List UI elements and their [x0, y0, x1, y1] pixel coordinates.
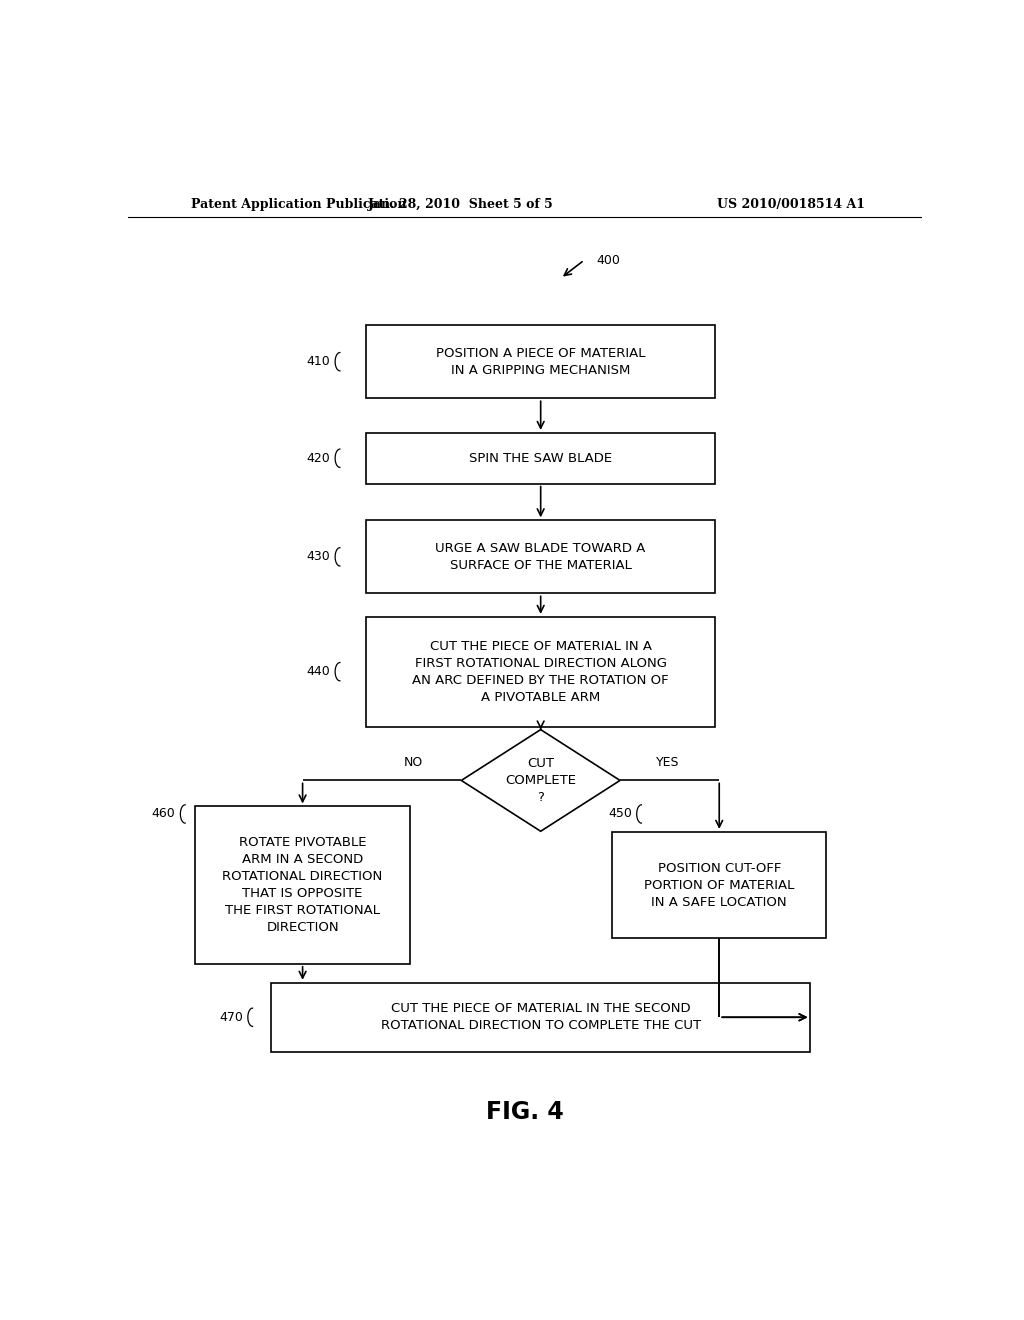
Text: Jan. 28, 2010  Sheet 5 of 5: Jan. 28, 2010 Sheet 5 of 5 — [369, 198, 554, 211]
Bar — [367, 520, 715, 594]
Text: CUT THE PIECE OF MATERIAL IN A
FIRST ROTATIONAL DIRECTION ALONG
AN ARC DEFINED B: CUT THE PIECE OF MATERIAL IN A FIRST ROT… — [413, 640, 669, 704]
Text: 430: 430 — [306, 550, 331, 564]
Bar — [367, 325, 715, 399]
Bar — [196, 807, 410, 964]
Text: 400: 400 — [596, 253, 621, 267]
Text: 460: 460 — [152, 808, 176, 821]
Text: YES: YES — [656, 755, 679, 768]
Polygon shape — [462, 730, 620, 832]
Bar — [612, 832, 826, 939]
Text: 410: 410 — [306, 355, 331, 368]
Text: 470: 470 — [219, 1011, 243, 1024]
Bar — [367, 433, 715, 483]
Bar — [367, 616, 715, 726]
Text: ROTATE PIVOTABLE
ARM IN A SECOND
ROTATIONAL DIRECTION
THAT IS OPPOSITE
THE FIRST: ROTATE PIVOTABLE ARM IN A SECOND ROTATIO… — [222, 836, 383, 935]
Text: 450: 450 — [608, 808, 632, 821]
Text: FIG. 4: FIG. 4 — [486, 1100, 563, 1123]
Text: URGE A SAW BLADE TOWARD A
SURFACE OF THE MATERIAL: URGE A SAW BLADE TOWARD A SURFACE OF THE… — [435, 541, 646, 572]
Text: CUT THE PIECE OF MATERIAL IN THE SECOND
ROTATIONAL DIRECTION TO COMPLETE THE CUT: CUT THE PIECE OF MATERIAL IN THE SECOND … — [381, 1002, 700, 1032]
Bar — [270, 982, 811, 1052]
Text: POSITION CUT-OFF
PORTION OF MATERIAL
IN A SAFE LOCATION: POSITION CUT-OFF PORTION OF MATERIAL IN … — [644, 862, 795, 908]
Text: 420: 420 — [306, 451, 331, 465]
Text: NO: NO — [404, 755, 423, 768]
Text: Patent Application Publication: Patent Application Publication — [191, 198, 407, 211]
Text: SPIN THE SAW BLADE: SPIN THE SAW BLADE — [469, 451, 612, 465]
Text: CUT
COMPLETE
?: CUT COMPLETE ? — [505, 756, 577, 804]
Text: POSITION A PIECE OF MATERIAL
IN A GRIPPING MECHANISM: POSITION A PIECE OF MATERIAL IN A GRIPPI… — [436, 347, 645, 376]
Text: US 2010/0018514 A1: US 2010/0018514 A1 — [717, 198, 864, 211]
Text: 440: 440 — [306, 665, 331, 678]
